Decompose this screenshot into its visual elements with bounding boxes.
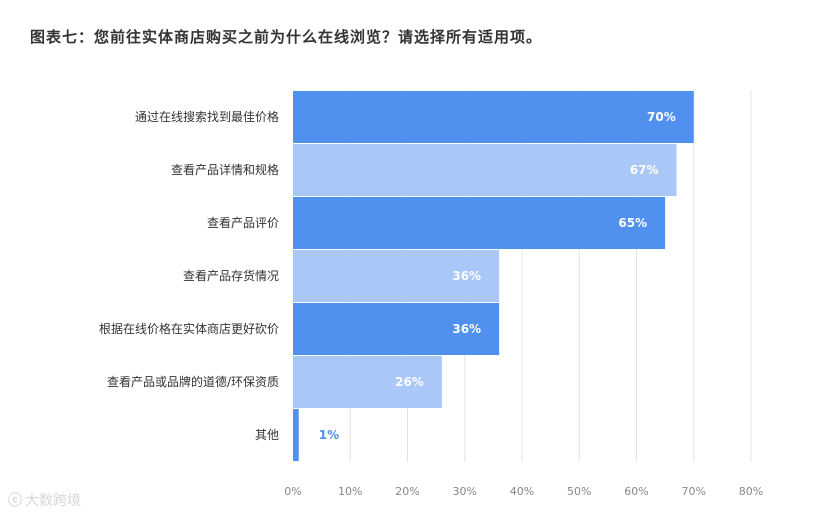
value-label: 67% — [630, 163, 659, 177]
value-label: 70% — [647, 110, 676, 124]
chart-title: 图表七：您前往实体商店购买之前为什么在线浏览？请选择所有适用项。 — [30, 28, 543, 46]
x-tick-label: 40% — [510, 485, 534, 498]
category-label: 查看产品评价 — [207, 216, 279, 230]
bar — [293, 356, 442, 408]
value-label: 1% — [319, 428, 339, 442]
x-tick-label: 30% — [453, 485, 477, 498]
category-labels: 通过在线搜索找到最佳价格查看产品详情和规格查看产品评价查看产品存货情况根据在线价… — [99, 109, 279, 442]
watermark-text: 大数跨境 — [25, 493, 81, 509]
x-tick-label: 80% — [739, 485, 763, 498]
bar — [293, 144, 677, 196]
bar — [293, 197, 666, 249]
x-tick-label: 10% — [338, 485, 362, 498]
category-label: 查看产品存货情况 — [183, 268, 279, 283]
bar — [293, 91, 694, 143]
bar — [293, 303, 500, 355]
value-label: 65% — [618, 216, 647, 230]
x-tick-label: 60% — [624, 485, 648, 498]
category-label: 根据在线价格在实体商店更好砍价 — [99, 321, 279, 336]
value-labels: 70% 67% 65% 36% 36% 26% 1% — [319, 110, 676, 442]
x-axis-ticks: 0% 10% 20% 30% 40% 50% 60% 70% 80% — [284, 485, 763, 498]
x-tick-label: 20% — [395, 485, 419, 498]
x-tick-label: 70% — [682, 485, 706, 498]
value-label: 36% — [452, 269, 481, 283]
category-label: 查看产品详情和规格 — [171, 162, 279, 177]
bar — [293, 409, 299, 461]
value-label: 36% — [452, 322, 481, 336]
bar — [293, 250, 500, 302]
category-label: 查看产品或品牌的道德/环保资质 — [107, 374, 279, 389]
watermark-logo-icon: ⓒ — [8, 493, 22, 509]
category-label: 通过在线搜索找到最佳价格 — [135, 109, 279, 124]
bars — [293, 91, 694, 461]
category-label: 其他 — [255, 428, 279, 442]
watermark: ⓒ 大数跨境 — [8, 490, 81, 510]
x-tick-label: 50% — [567, 485, 591, 498]
value-label: 26% — [395, 375, 424, 389]
x-tick-label: 0% — [284, 485, 301, 498]
